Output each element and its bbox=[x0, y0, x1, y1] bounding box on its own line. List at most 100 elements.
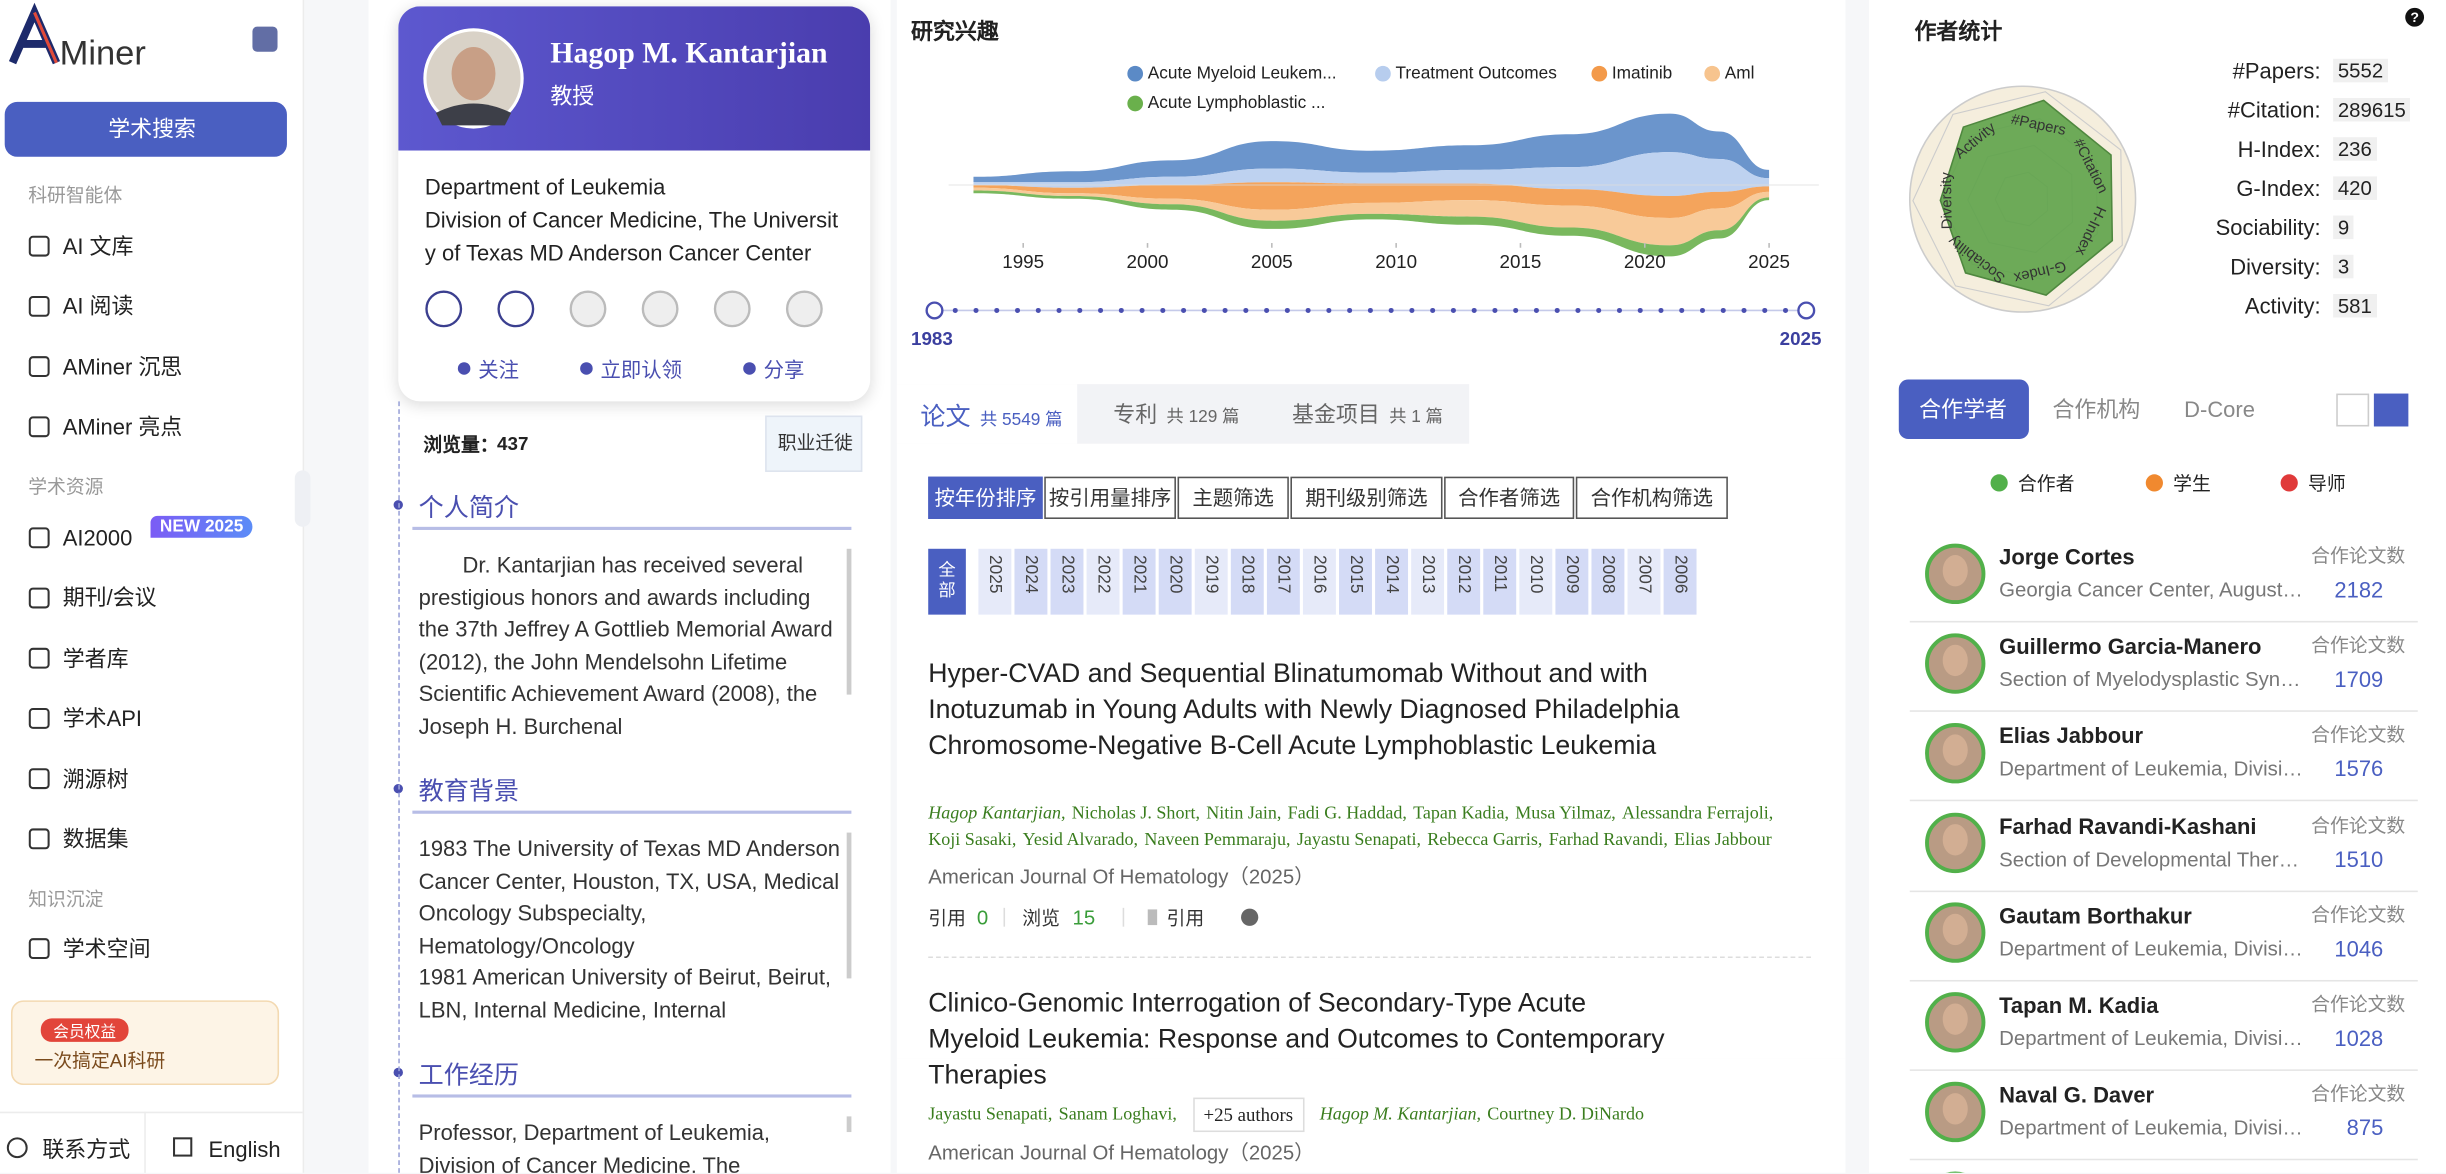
paper-tab[interactable]: 基金项目共 1 篇 bbox=[1292, 398, 1443, 429]
year-chip[interactable]: 2018 bbox=[1230, 548, 1264, 615]
nav-item[interactable]: AI 阅读 bbox=[62, 293, 134, 319]
coauthor-name[interactable]: Susan M. O'Brien bbox=[1999, 1172, 2180, 1173]
nav-item[interactable]: 学术API bbox=[62, 705, 143, 731]
author-name[interactable]: Rebecca Garris, bbox=[1427, 831, 1543, 850]
year-chip[interactable]: 2017 bbox=[1266, 548, 1300, 615]
year-chip[interactable]: 2008 bbox=[1591, 548, 1625, 615]
coauthor-name[interactable]: Naval G. Daver bbox=[1999, 1082, 2155, 1108]
contact-link[interactable]: 联系方式 bbox=[42, 1136, 131, 1162]
migration-button[interactable] bbox=[765, 415, 863, 472]
search-label[interactable]: 学术搜索 bbox=[108, 116, 196, 142]
cite-button[interactable]: 引用 bbox=[1166, 907, 1205, 930]
author-name[interactable]: Naveen Pemmaraju, bbox=[1144, 831, 1291, 850]
count-label: 合作论文数 bbox=[2311, 1082, 2406, 1105]
paper-title[interactable]: Hyper-CVAD and Sequential Blinatumomab W… bbox=[928, 658, 1680, 761]
row-separator bbox=[1909, 710, 2418, 713]
year-chip[interactable]: 2023 bbox=[1050, 548, 1084, 615]
nav-item[interactable]: 期刊/会议 bbox=[62, 585, 157, 611]
section-title: 教育背景 bbox=[418, 779, 520, 806]
nav-item[interactable]: AMiner 沉思 bbox=[62, 354, 183, 380]
year-chip[interactable]: 2007 bbox=[1627, 548, 1661, 615]
author-name[interactable]: Nitin Jain, bbox=[1206, 804, 1282, 824]
nav-item[interactable]: 溯源树 bbox=[62, 766, 129, 792]
section-title: 工作经历 bbox=[418, 1063, 520, 1090]
coauthor-count: 1576 bbox=[2334, 756, 2384, 782]
views-count: 437 bbox=[497, 432, 529, 455]
count-label: 合作论文数 bbox=[2311, 724, 2406, 747]
more-authors[interactable]: +25 authors bbox=[1192, 1097, 1305, 1133]
year-chip[interactable]: 2014 bbox=[1375, 548, 1409, 615]
author-name[interactable]: Hagop Kantarjian, bbox=[928, 804, 1066, 824]
search-button[interactable] bbox=[4, 101, 287, 157]
year-chip[interactable]: 2006 bbox=[1663, 548, 1697, 615]
year-chip[interactable]: 2011 bbox=[1483, 548, 1517, 615]
graph-view-button[interactable] bbox=[2336, 393, 2370, 427]
filter-button[interactable]: 合作者筛选 bbox=[1444, 476, 1575, 519]
nav-item[interactable]: AMiner 亮点 bbox=[62, 414, 183, 440]
paper-tab[interactable]: 论文共 5549 篇 bbox=[920, 395, 1062, 433]
year-chip[interactable]: 2013 bbox=[1411, 548, 1445, 615]
profile-action[interactable]: 立即认领 bbox=[600, 358, 683, 382]
nav-item[interactable]: AI 文库 bbox=[62, 233, 134, 259]
sidebar-collapse[interactable] bbox=[294, 470, 311, 527]
coauthor-name[interactable]: Elias Jabbour bbox=[1999, 723, 2144, 749]
year-chip[interactable]: 2024 bbox=[1014, 548, 1048, 615]
promo-card[interactable] bbox=[10, 1000, 280, 1086]
help-icon[interactable]: ? bbox=[2405, 7, 2425, 27]
author-name[interactable]: Elias Jabbour bbox=[1674, 831, 1772, 850]
author-name[interactable]: Musa Yilmaz, bbox=[1515, 804, 1616, 824]
author-name[interactable]: Tapan Kadia, bbox=[1413, 804, 1510, 824]
paper-tab[interactable]: 专利共 129 篇 bbox=[1113, 398, 1239, 429]
author-name[interactable]: Koji Sasaki, bbox=[928, 831, 1017, 850]
paper-title[interactable]: Clinico-Genomic Interrogation of Seconda… bbox=[928, 987, 1665, 1090]
year-chip[interactable]: 2009 bbox=[1555, 548, 1589, 615]
coauthor-tab[interactable]: D-Core bbox=[2184, 396, 2255, 422]
nav-item[interactable]: 数据集 bbox=[62, 826, 129, 852]
year-chip[interactable]: 2012 bbox=[1447, 548, 1481, 615]
author-name[interactable]: Courtney D. DiNardo bbox=[1487, 1104, 1645, 1124]
filter-button[interactable]: 按年份排序 bbox=[928, 476, 1043, 519]
filter-button[interactable]: 合作机构筛选 bbox=[1575, 476, 1728, 519]
author-name[interactable]: Alessandra Ferrajoli, bbox=[1622, 804, 1774, 824]
nav-item[interactable]: AI2000 bbox=[62, 525, 133, 551]
list-view-button[interactable] bbox=[2373, 393, 2409, 427]
filter-button[interactable]: 期刊级别筛选 bbox=[1290, 476, 1443, 519]
year-chip[interactable]: 2010 bbox=[1519, 548, 1553, 615]
coauthor-count: 2182 bbox=[2334, 577, 2384, 603]
nav-item[interactable]: 学者库 bbox=[62, 645, 129, 671]
coauthor-tab[interactable]: 合作学者 bbox=[1919, 396, 2007, 422]
profile-action[interactable]: 关注 bbox=[478, 358, 520, 382]
year-chip[interactable]: 2020 bbox=[1158, 548, 1192, 615]
stat-value: 420 bbox=[2333, 176, 2377, 200]
coauthor-name[interactable]: Jorge Cortes bbox=[1999, 544, 2135, 570]
author-name[interactable]: Nicholas J. Short, bbox=[1071, 804, 1200, 824]
filter-button[interactable]: 按引用量排序 bbox=[1044, 476, 1176, 519]
author-name[interactable]: Jayastu Senapati, bbox=[928, 1104, 1053, 1124]
author-name[interactable]: Yesid Alvarado, bbox=[1022, 831, 1139, 850]
profile-action[interactable]: 分享 bbox=[763, 358, 805, 382]
coauthor-name[interactable]: Gautam Borthakur bbox=[1999, 902, 2192, 928]
author-name[interactable]: Fadi G. Haddad, bbox=[1287, 804, 1407, 824]
filter-button[interactable]: 主题筛选 bbox=[1177, 476, 1289, 519]
migration-label[interactable]: 职业迁徙 bbox=[777, 431, 853, 454]
year-chip[interactable]: 2025 bbox=[978, 548, 1012, 615]
author-name[interactable]: Jayastu Senapati, bbox=[1296, 831, 1422, 850]
year-chip[interactable]: 2019 bbox=[1194, 548, 1228, 615]
stat-sep bbox=[1122, 907, 1125, 927]
nav-group-title: 知识沉淀 bbox=[28, 888, 104, 911]
coauthor-name[interactable]: Tapan M. Kadia bbox=[1999, 992, 2159, 1018]
coauthor-name[interactable]: Guillermo Garcia-Manero bbox=[1999, 633, 2262, 659]
author-name[interactable]: Farhad Ravandi, bbox=[1548, 831, 1668, 850]
language-switch[interactable]: English bbox=[208, 1136, 281, 1162]
year-all[interactable]: 全部 bbox=[928, 548, 966, 615]
author-name[interactable]: Sanam Loghavi, bbox=[1058, 1104, 1177, 1124]
coauthor-name[interactable]: Farhad Ravandi-Kashani bbox=[1999, 813, 2257, 839]
year-chip[interactable]: 2022 bbox=[1086, 548, 1120, 615]
year-chip[interactable]: 2016 bbox=[1302, 548, 1336, 615]
author-name[interactable]: Hagop M. Kantarjian, bbox=[1319, 1104, 1482, 1124]
year-chip[interactable]: 2021 bbox=[1122, 548, 1156, 615]
tab-label: 基金项目 bbox=[1291, 401, 1380, 427]
nav-item[interactable]: 学术空间 bbox=[62, 936, 151, 962]
year-chip[interactable]: 2015 bbox=[1339, 548, 1372, 615]
coauthor-tab[interactable]: 合作机构 bbox=[2052, 396, 2141, 422]
